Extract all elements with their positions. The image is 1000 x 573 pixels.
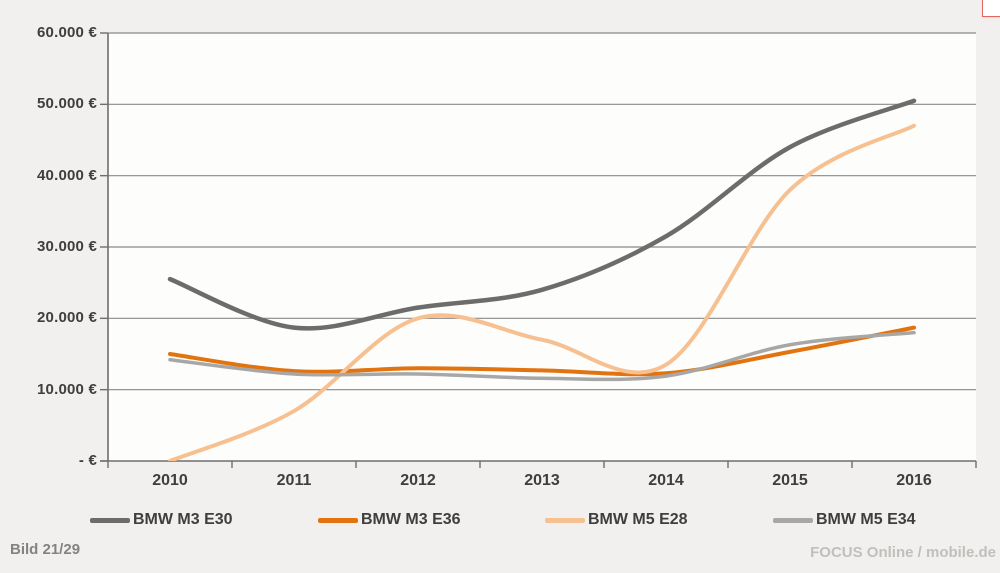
series-line-bmw-m5-e34 bbox=[168, 330, 916, 382]
legend-label: BMW M3 E36 bbox=[361, 511, 461, 528]
legend-item-bmw-m5-e28: BMW M5 E28 bbox=[545, 511, 688, 529]
legend-item-bmw-m3-e30: BMW M3 E30 bbox=[90, 511, 233, 529]
x-axis-label: 2013 bbox=[524, 472, 560, 489]
y-axis-label: 20.000 € bbox=[37, 309, 97, 327]
legend-line-swatch bbox=[773, 517, 813, 523]
legend-label: BMW M5 E28 bbox=[588, 511, 688, 528]
legend-item-bmw-m5-e34: BMW M5 E34 bbox=[773, 511, 916, 529]
legend-item-bmw-m3-e36: BMW M3 E36 bbox=[318, 511, 461, 529]
x-axis-label: 2016 bbox=[896, 472, 932, 489]
y-axis-label: 30.000 € bbox=[37, 238, 97, 255]
legend-line-swatch bbox=[90, 517, 130, 523]
legend-label: BMW M5 E34 bbox=[816, 511, 916, 528]
source-credit: FOCUS Online / mobile.de bbox=[810, 544, 996, 561]
y-axis-label: 10.000 € bbox=[37, 380, 97, 398]
x-axis-label: 2015 bbox=[772, 472, 808, 489]
x-axis-label: 2012 bbox=[400, 472, 436, 489]
image-counter: Bild 21/29 bbox=[10, 541, 81, 558]
legend-line-swatch bbox=[318, 517, 358, 523]
x-axis-label: 2010 bbox=[152, 472, 188, 489]
y-axis-label: 50.000 € bbox=[37, 95, 97, 113]
series-line-bmw-m3-e30 bbox=[167, 98, 917, 331]
x-axis-label: 2014 bbox=[648, 472, 684, 489]
x-axis-label: 2011 bbox=[276, 472, 312, 489]
series-line-bmw-m5-e28 bbox=[168, 123, 916, 461]
y-axis-label: 40.000 € bbox=[37, 166, 97, 184]
series-line-bmw-m3-e36 bbox=[168, 325, 916, 377]
cropped-control-fragment[interactable] bbox=[982, 0, 1000, 17]
y-axis-label: - € bbox=[78, 452, 97, 469]
y-axis-label: 60.000 € bbox=[37, 24, 97, 41]
legend-line-swatch bbox=[545, 517, 585, 523]
legend-label: BMW M3 E30 bbox=[133, 511, 233, 528]
